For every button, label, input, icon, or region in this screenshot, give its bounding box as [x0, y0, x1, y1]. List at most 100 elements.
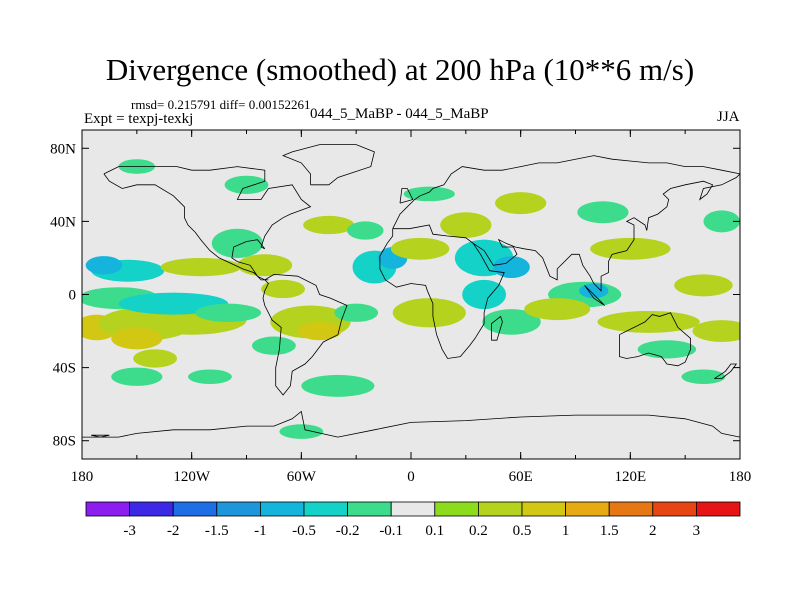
- y-tick-label: 40S: [53, 361, 76, 377]
- colorbar-swatch: [565, 501, 610, 517]
- colorbar-swatch: [652, 501, 697, 517]
- divergence-patch: [195, 303, 262, 322]
- divergence-patch: [347, 221, 384, 240]
- chart-title: Divergence (smoothed) at 200 hPa (10**6 …: [105, 52, 695, 87]
- coastline: [491, 315, 503, 341]
- colorbar-label: 0.2: [469, 523, 488, 539]
- divergence-patch: [692, 320, 740, 343]
- colorbar-label: -0.2: [336, 523, 360, 539]
- x-tick-label: 60W: [287, 469, 317, 485]
- divergence-patch: [334, 303, 379, 322]
- case-label: 044_5_MaBP - 044_5_MaBP: [310, 106, 489, 122]
- divergence-patch: [674, 274, 733, 297]
- colorbar-swatch: [216, 501, 261, 517]
- stats-label: rmsd= 0.215791 diff= 0.00152261: [131, 97, 311, 112]
- divergence-patch: [390, 237, 450, 260]
- divergence-patch: [462, 279, 507, 310]
- x-tick-label: 180: [71, 469, 94, 485]
- divergence-patch: [261, 279, 305, 299]
- colorbar-swatch: [390, 501, 436, 517]
- divergence-patch: [590, 237, 671, 260]
- divergence-patch: [303, 215, 355, 235]
- colorbar-swatch: [129, 501, 174, 517]
- y-tick-label: 40N: [50, 214, 76, 230]
- divergence-patch: [224, 175, 269, 194]
- coastline: [714, 363, 738, 379]
- colorbar: -3 -2 -1.5 -1 -0.5 -0.2 -0.1 0.1 0.2 0.5 1 1.5 2 3: [85, 501, 741, 539]
- coastline: [262, 273, 348, 396]
- coastline: [584, 285, 605, 306]
- divergence-patch: [85, 256, 123, 275]
- colorbar-swatch: [259, 501, 305, 517]
- coastline: [282, 144, 375, 186]
- divergence-patch: [637, 340, 697, 359]
- divergence-patch: [160, 257, 242, 277]
- divergence-patch: [111, 327, 163, 350]
- colorbar-swatch: [521, 501, 566, 517]
- divergence-patch: [403, 186, 455, 202]
- colorbar-swatch: [608, 501, 654, 517]
- divergence-patch: [111, 367, 163, 386]
- divergence-patch: [579, 283, 609, 299]
- x-tick-label: 60E: [509, 469, 533, 485]
- divergence-patch: [482, 309, 541, 335]
- coastline: [619, 312, 691, 367]
- divergence-patch: [133, 349, 178, 368]
- divergence-patch: [681, 369, 726, 385]
- divergence-patch: [493, 256, 530, 279]
- colorbar-label: -1: [254, 523, 267, 539]
- colorbar-swatch: [172, 501, 218, 517]
- colorbar-label: 1.5: [600, 523, 619, 539]
- colorbar-label: -3: [123, 523, 136, 539]
- divergence-patch: [440, 212, 492, 238]
- divergence-patch: [392, 298, 466, 328]
- x-tick-label: 180: [729, 469, 752, 485]
- experiment-label: Expt = texpj-texkj: [84, 111, 194, 127]
- divergence-patch: [211, 228, 263, 258]
- colorbar-label: -1.5: [205, 523, 229, 539]
- colorbar-swatch: [477, 501, 523, 517]
- coastline: [399, 188, 414, 204]
- colorbar-label: -2: [167, 523, 180, 539]
- coastline: [472, 173, 740, 292]
- season-label: JJA: [717, 109, 740, 125]
- colorbar-swatch: [434, 501, 479, 517]
- divergence-patch: [495, 192, 547, 215]
- y-tick-label: 80N: [50, 141, 76, 157]
- divergence-patch: [237, 254, 293, 277]
- divergence-patch: [279, 424, 324, 439]
- divergence-patch: [597, 310, 700, 333]
- y-axis: 80N 40N 0 40S 80S: [50, 141, 740, 450]
- colorbar-label: -0.1: [379, 523, 403, 539]
- x-tick-label: 0: [407, 469, 415, 485]
- coastline: [103, 166, 312, 281]
- colorbar-label: 0.1: [425, 523, 444, 539]
- divergence-patch: [524, 298, 591, 321]
- colorbar-label: 3: [693, 523, 701, 539]
- divergence-fields: [82, 159, 740, 439]
- coastline: [379, 224, 505, 359]
- colorbar-label: 1: [562, 523, 570, 539]
- x-tick-label: 120E: [614, 469, 646, 485]
- colorbar-swatch: [696, 501, 741, 517]
- x-tick-label: 120W: [173, 469, 211, 485]
- colorbar-label: -0.5: [292, 523, 316, 539]
- colorbar-label: 0.5: [513, 523, 532, 539]
- y-tick-label: 0: [69, 288, 77, 304]
- x-axis: 180 120W 60W 0 60E 120E 180: [71, 130, 752, 485]
- colorbar-swatch: [347, 501, 392, 517]
- coastline: [392, 155, 740, 229]
- coastline: [82, 410, 740, 438]
- colorbar-swatch: [85, 501, 130, 517]
- divergence-patch: [703, 210, 740, 233]
- y-tick-label: 80S: [53, 434, 76, 450]
- divergence-patch: [251, 336, 296, 355]
- divergence-patch: [188, 369, 232, 385]
- coastline: [91, 434, 110, 438]
- divergence-patch: [297, 321, 342, 341]
- divergence-patch: [301, 374, 375, 397]
- coastlines: [82, 144, 740, 438]
- colorbar-label: 2: [649, 523, 657, 539]
- colorbar-swatch: [303, 501, 348, 517]
